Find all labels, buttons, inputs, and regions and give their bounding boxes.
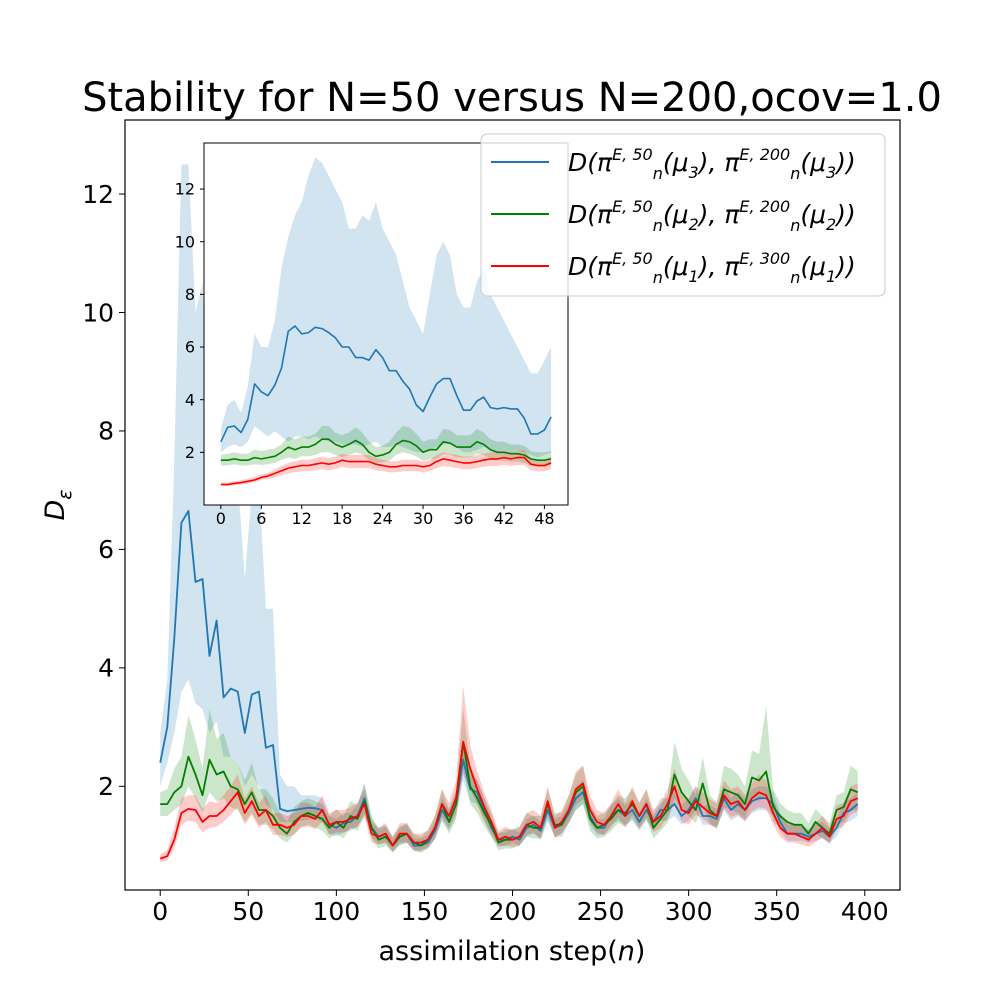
x-axis-label: assimilation step(n)	[379, 936, 646, 967]
inset-x-tick-label: 6	[256, 509, 266, 528]
main-x-tick-label: 150	[401, 897, 449, 926]
inset-y-tick-label: 2	[185, 443, 195, 462]
inset-y-ticks: 2 4 6 8 10 12	[175, 180, 204, 462]
main-x-tick-label: 300	[665, 897, 713, 926]
main-x-tick-label: 350	[753, 897, 801, 926]
legend-entry: D(πE, 50n(μ2), πE, 200n(μ2))	[491, 197, 856, 235]
legend: D(πE, 50n(μ3), πE, 200n(μ3)) D(πE, 50n(μ2…	[480, 133, 886, 297]
main-x-tick-label: 200	[489, 897, 537, 926]
inset-x-tick-label: 12	[292, 509, 312, 528]
chart-title: Stability for N=50 versus N=200,ocov=1.0	[82, 75, 942, 121]
main-lines	[159, 509, 859, 860]
inset-x-tick-label: 18	[332, 509, 352, 528]
main-x-ticks: 0 50 100 150 200 250 300 350 400	[152, 890, 889, 926]
main-y-tick-label: 8	[98, 417, 114, 446]
legend-label: D(πE, 50n(μ1), πE, 300n(μ1))	[568, 249, 856, 287]
main-x-tick-label: 50	[232, 897, 264, 926]
main-y-tick-label: 4	[98, 654, 114, 683]
inset-lines	[220, 325, 552, 486]
inset-y-tick-label: 6	[185, 338, 195, 357]
main-x-tick-label: 0	[152, 897, 168, 926]
main-y-tick-label: 2	[98, 772, 114, 801]
main-band-3	[160, 685, 858, 863]
main-y-ticks: 2 4 6 8 10 12	[82, 180, 125, 801]
inset-x-tick-label: 48	[534, 509, 554, 528]
inset-band-2	[220, 426, 552, 467]
inset-band-1	[220, 157, 552, 458]
legend-label: D(πE, 50n(μ3), πE, 200n(μ3))	[568, 145, 856, 183]
inset-x-tick-label: 42	[494, 509, 514, 528]
legend-box	[480, 133, 886, 297]
main-series-line-2	[160, 741, 859, 847]
svg-text:Dε: Dε	[40, 489, 76, 520]
inset-series-line-1	[220, 325, 552, 443]
inset-series-line-2	[220, 438, 552, 462]
inset-x-tick-label: 36	[453, 509, 473, 528]
main-x-tick-label: 100	[313, 897, 361, 926]
inset-x-tick-label: 30	[413, 509, 433, 528]
inset-series-line-3	[220, 456, 552, 486]
main-y-tick-label: 6	[98, 535, 114, 564]
legend-label: D(πE, 50n(μ2), πE, 200n(μ2))	[568, 197, 856, 235]
main-y-tick-label: 10	[82, 298, 114, 327]
inset-y-tick-label: 4	[185, 390, 195, 409]
legend-entry: D(πE, 50n(μ3), πE, 200n(μ3))	[491, 145, 856, 183]
main-x-tick-label: 250	[577, 897, 625, 926]
inset-band-3	[220, 450, 552, 486]
main-band-2	[160, 706, 858, 853]
inset-x-ticks: 0 6 12 18 24 30 36 42 48	[216, 505, 555, 528]
inset-x-tick-label: 0	[216, 509, 226, 528]
main-x-tick-label: 400	[841, 897, 889, 926]
main-series-line-3	[159, 741, 859, 860]
main-y-tick-label: 12	[82, 180, 114, 209]
inset-y-tick-label: 10	[175, 232, 195, 251]
inset-y-tick-label: 12	[175, 180, 195, 199]
main-bands	[160, 164, 858, 863]
y-axis-label: Dε	[40, 489, 76, 520]
inset-plot-frame	[203, 142, 569, 506]
legend-entry: D(πE, 50n(μ1), πE, 300n(μ1))	[491, 249, 856, 287]
inset-x-tick-label: 24	[372, 509, 392, 528]
inset-y-tick-label: 8	[185, 285, 195, 304]
inset-bands	[220, 157, 552, 486]
